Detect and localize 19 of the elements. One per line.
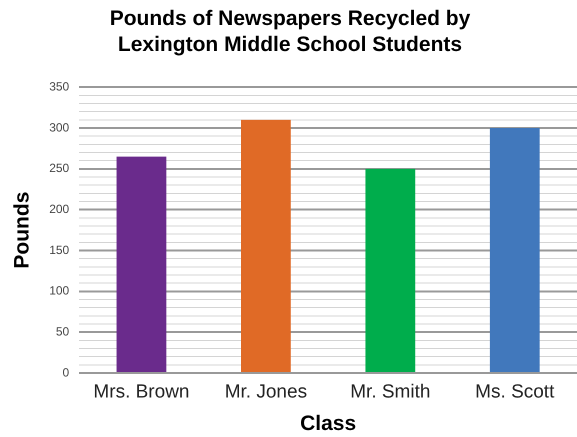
y-tick-label: 150 (49, 242, 70, 257)
y-tick-label: 300 (49, 120, 70, 134)
y-tick-label: 200 (49, 202, 70, 216)
bar (365, 168, 416, 372)
y-axis-title: Pounds (10, 192, 34, 269)
x-axis-title: Class (300, 412, 356, 436)
x-tick-label: Mr. Jones (224, 382, 308, 403)
y-tick-label: 250 (49, 161, 70, 176)
chart-title: Pounds of Newspapers Recycled by Lexington Middle School Students (108, 6, 472, 58)
y-tick-label: 50 (56, 324, 70, 338)
bar (116, 156, 166, 372)
x-tick-label: Mrs. Brown (93, 382, 190, 403)
y-tick-label: 0 (62, 365, 70, 380)
bar (241, 120, 291, 372)
x-tick-label: Ms. Scott (475, 382, 556, 403)
y-tick-label: 100 (49, 284, 70, 298)
y-tick-label: 350 (49, 80, 70, 94)
x-tick-label: Mr. Smith (350, 382, 430, 403)
bar (490, 128, 540, 372)
